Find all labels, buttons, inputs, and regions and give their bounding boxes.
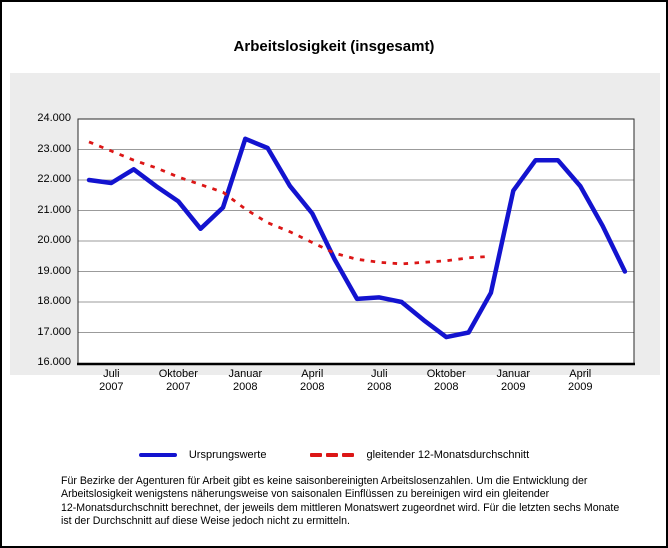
legend: Ursprungswerte gleitender 12-Monatsdurch… (2, 449, 666, 461)
description-line-3: 12-Monatsdurchschnitt berechnet, der jew… (61, 501, 620, 514)
description-line-1: Für Bezirke der Agenturen für Arbeit gib… (61, 475, 588, 487)
ursprungswerte-line (86, 136, 628, 340)
dashed-line-swatch (310, 453, 355, 457)
legend-label-ursprungswerte: Ursprungswerte (188, 449, 267, 461)
description-line-2: Arbeitslosigkeit wenigstens näherungswei… (61, 488, 550, 501)
chart-title: Arbeitslosigkeit (insgesamt) (233, 38, 435, 55)
solid-line-swatch (138, 453, 177, 457)
legend-item-durchschnitt: gleitender 12-Monatsdurchschnitt (310, 449, 529, 461)
legend-item-ursprungswerte: Ursprungswerte (138, 449, 267, 461)
chart-description: Für Bezirke der Agenturen für Arbeit gib… (61, 475, 660, 529)
plot-area (77, 118, 635, 366)
legend-label-durchschnitt: gleitender 12-Monatsdurchschnitt (366, 449, 530, 461)
description-line-4: ist der Durchschnitt auf diese Weise jed… (61, 515, 350, 528)
moving-average-line (88, 140, 491, 266)
plot-frame (77, 118, 635, 363)
